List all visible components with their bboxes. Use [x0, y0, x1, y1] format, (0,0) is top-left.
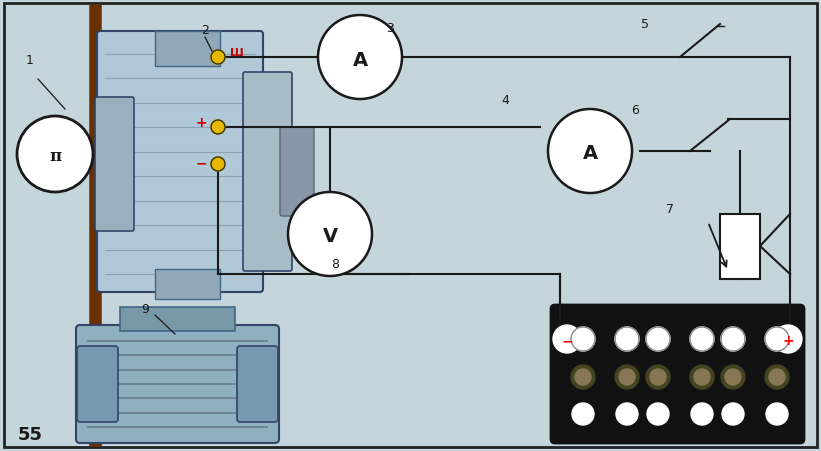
Circle shape — [722, 403, 744, 425]
Circle shape — [646, 365, 670, 389]
Circle shape — [553, 325, 581, 353]
Bar — [120, 307, 235, 331]
Text: 55: 55 — [17, 425, 43, 443]
Text: A: A — [582, 144, 598, 163]
Circle shape — [721, 365, 745, 389]
FancyBboxPatch shape — [237, 346, 278, 422]
Circle shape — [650, 369, 666, 385]
Text: 3: 3 — [386, 22, 394, 34]
Text: +: + — [195, 116, 207, 130]
Circle shape — [17, 117, 93, 193]
Circle shape — [318, 16, 402, 100]
FancyBboxPatch shape — [77, 346, 118, 422]
Circle shape — [211, 158, 225, 172]
Circle shape — [691, 403, 713, 425]
Bar — [720, 215, 760, 279]
Circle shape — [765, 327, 789, 351]
Text: 9: 9 — [141, 303, 149, 316]
FancyBboxPatch shape — [95, 98, 134, 231]
Bar — [155, 269, 220, 299]
Text: 7: 7 — [666, 203, 674, 216]
Text: 4: 4 — [501, 93, 509, 106]
Circle shape — [765, 365, 789, 389]
Circle shape — [575, 369, 591, 385]
Circle shape — [646, 327, 670, 351]
Circle shape — [721, 327, 745, 351]
Text: V: V — [323, 227, 337, 246]
Bar — [155, 32, 220, 67]
FancyBboxPatch shape — [97, 32, 263, 292]
Text: −: − — [562, 333, 573, 347]
Text: 2: 2 — [201, 23, 209, 37]
Circle shape — [211, 121, 225, 135]
Circle shape — [572, 403, 594, 425]
Circle shape — [615, 327, 639, 351]
FancyBboxPatch shape — [551, 305, 804, 443]
Circle shape — [694, 369, 710, 385]
Text: 8: 8 — [331, 258, 339, 271]
Text: 5: 5 — [641, 18, 649, 32]
Text: A: A — [352, 51, 368, 69]
Text: −: − — [195, 156, 207, 170]
Circle shape — [571, 327, 595, 351]
Circle shape — [774, 325, 802, 353]
FancyBboxPatch shape — [243, 73, 292, 272]
FancyBboxPatch shape — [280, 128, 314, 216]
Circle shape — [769, 369, 785, 385]
Circle shape — [211, 51, 225, 65]
Circle shape — [616, 403, 638, 425]
Circle shape — [766, 403, 788, 425]
Circle shape — [690, 327, 714, 351]
Text: 1: 1 — [26, 53, 34, 66]
Circle shape — [288, 193, 372, 276]
Circle shape — [647, 403, 669, 425]
Text: 6: 6 — [631, 103, 639, 116]
Circle shape — [615, 365, 639, 389]
Circle shape — [548, 110, 632, 193]
Circle shape — [725, 369, 741, 385]
Text: п: п — [49, 148, 61, 165]
Text: +: + — [782, 333, 794, 347]
FancyBboxPatch shape — [76, 325, 279, 443]
Circle shape — [690, 365, 714, 389]
Text: Ш: Ш — [230, 48, 244, 58]
Circle shape — [619, 369, 635, 385]
Circle shape — [571, 365, 595, 389]
